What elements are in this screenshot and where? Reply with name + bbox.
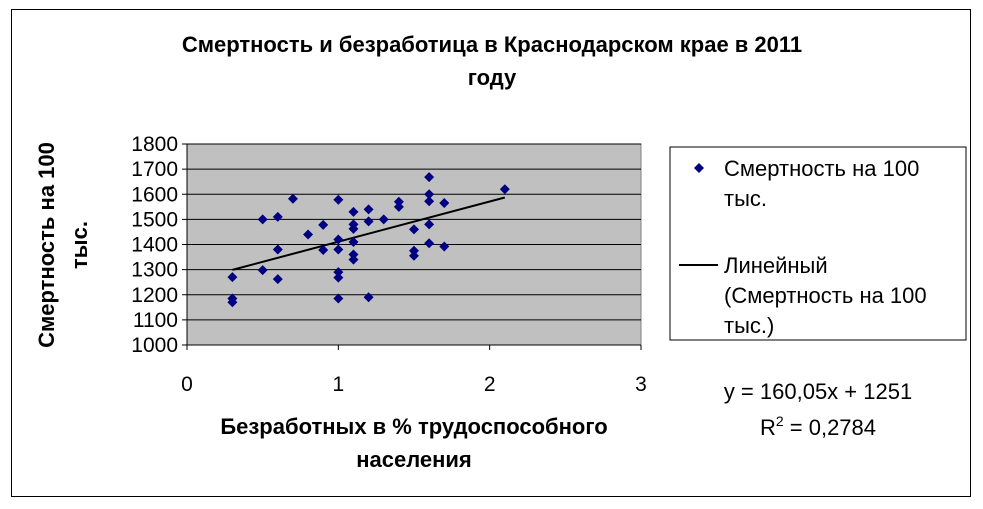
data-point xyxy=(303,229,314,240)
data-point xyxy=(363,292,374,303)
gridlines xyxy=(182,143,641,346)
data-point xyxy=(409,245,419,256)
data-point xyxy=(348,254,359,265)
y-tick-label: 1100 xyxy=(133,309,178,332)
data-point xyxy=(424,219,435,230)
data-point xyxy=(333,244,344,255)
y-tick-label: 1000 xyxy=(131,334,178,357)
data-point xyxy=(439,241,450,252)
chart-title-line: Смертность и безработица в Краснодарском… xyxy=(182,32,802,57)
chart-title-line: году xyxy=(468,65,517,90)
legend-trend-label-line: (Смертность на 100 xyxy=(724,283,927,308)
data-point xyxy=(333,293,344,304)
data-point xyxy=(424,189,435,200)
data-point xyxy=(393,201,404,212)
data-point xyxy=(378,214,389,225)
data-point xyxy=(333,272,344,283)
equation-text: y = 160,05x + 1251 xyxy=(724,379,912,404)
trendline-group xyxy=(232,196,506,271)
legend-marker xyxy=(694,163,704,173)
data-point xyxy=(424,238,435,249)
data-point xyxy=(363,216,374,227)
x-axis-title: Безработных в % трудоспособного населения xyxy=(220,414,607,472)
y-tick-label: 1700 xyxy=(131,158,178,181)
data-point xyxy=(333,267,344,278)
y-tick-label: 1300 xyxy=(131,259,178,282)
data-point xyxy=(393,196,404,207)
data-point xyxy=(272,244,283,255)
x-axis-title-line: Безработных в % трудоспособного xyxy=(220,414,607,439)
x-tick-label: 1 xyxy=(332,373,344,396)
data-point xyxy=(318,219,329,230)
data-point xyxy=(318,245,329,256)
legend: Смертность на 100 тыс. Линейный (Смертность… xyxy=(669,146,967,341)
data-point xyxy=(272,211,283,222)
y-tick-label: 1400 xyxy=(131,234,178,257)
data-point xyxy=(499,184,510,195)
data-point xyxy=(348,236,359,247)
chart-title: Смертность и безработица в Краснодарском… xyxy=(182,32,802,90)
data-point xyxy=(272,274,283,285)
trendline-equation: y = 160,05x + 1251 R2 = 0,2784 xyxy=(724,379,912,440)
data-point xyxy=(409,250,419,261)
data-point xyxy=(227,297,238,308)
data-point xyxy=(257,214,268,225)
data-point xyxy=(348,206,359,217)
y-tick-label: 1800 xyxy=(131,133,178,156)
data-point xyxy=(409,224,419,235)
y-tick-label: 1500 xyxy=(131,208,178,231)
y-axis-title: Смертность на 100 тыс. xyxy=(34,142,92,348)
y-axis-title-line: тыс. xyxy=(67,221,92,269)
y-tick-label: 1200 xyxy=(131,284,178,307)
trendline xyxy=(232,196,506,271)
data-point xyxy=(348,223,359,234)
data-point xyxy=(257,265,268,276)
data-point xyxy=(333,234,344,245)
legend-series-label-line: тыс. xyxy=(724,186,767,211)
data-points xyxy=(227,172,510,308)
x-axis-title-line: населения xyxy=(356,447,472,472)
data-point xyxy=(439,198,450,209)
legend-trend-label-line: Линейный xyxy=(724,253,828,278)
x-tick-label: 3 xyxy=(635,373,647,396)
data-point xyxy=(363,204,374,215)
legend-box xyxy=(669,146,967,341)
legend-series-label-line: Смертность на 100 xyxy=(724,156,919,181)
y-tick-label: 1600 xyxy=(131,183,178,206)
data-point xyxy=(333,194,344,205)
data-point xyxy=(424,172,435,183)
data-point xyxy=(227,272,238,283)
data-point xyxy=(287,193,298,204)
legend-trend-label-line: тыс.) xyxy=(724,313,774,338)
data-point xyxy=(424,196,435,207)
r-squared-text: R2 = 0,2784 xyxy=(760,413,876,440)
y-axis-title-line: Смертность на 100 xyxy=(34,142,59,348)
x-tick-label: 0 xyxy=(181,373,193,396)
x-axis-ticks: 0 1 2 3 xyxy=(181,345,647,396)
data-point xyxy=(348,249,359,260)
x-tick-label: 2 xyxy=(484,373,496,396)
